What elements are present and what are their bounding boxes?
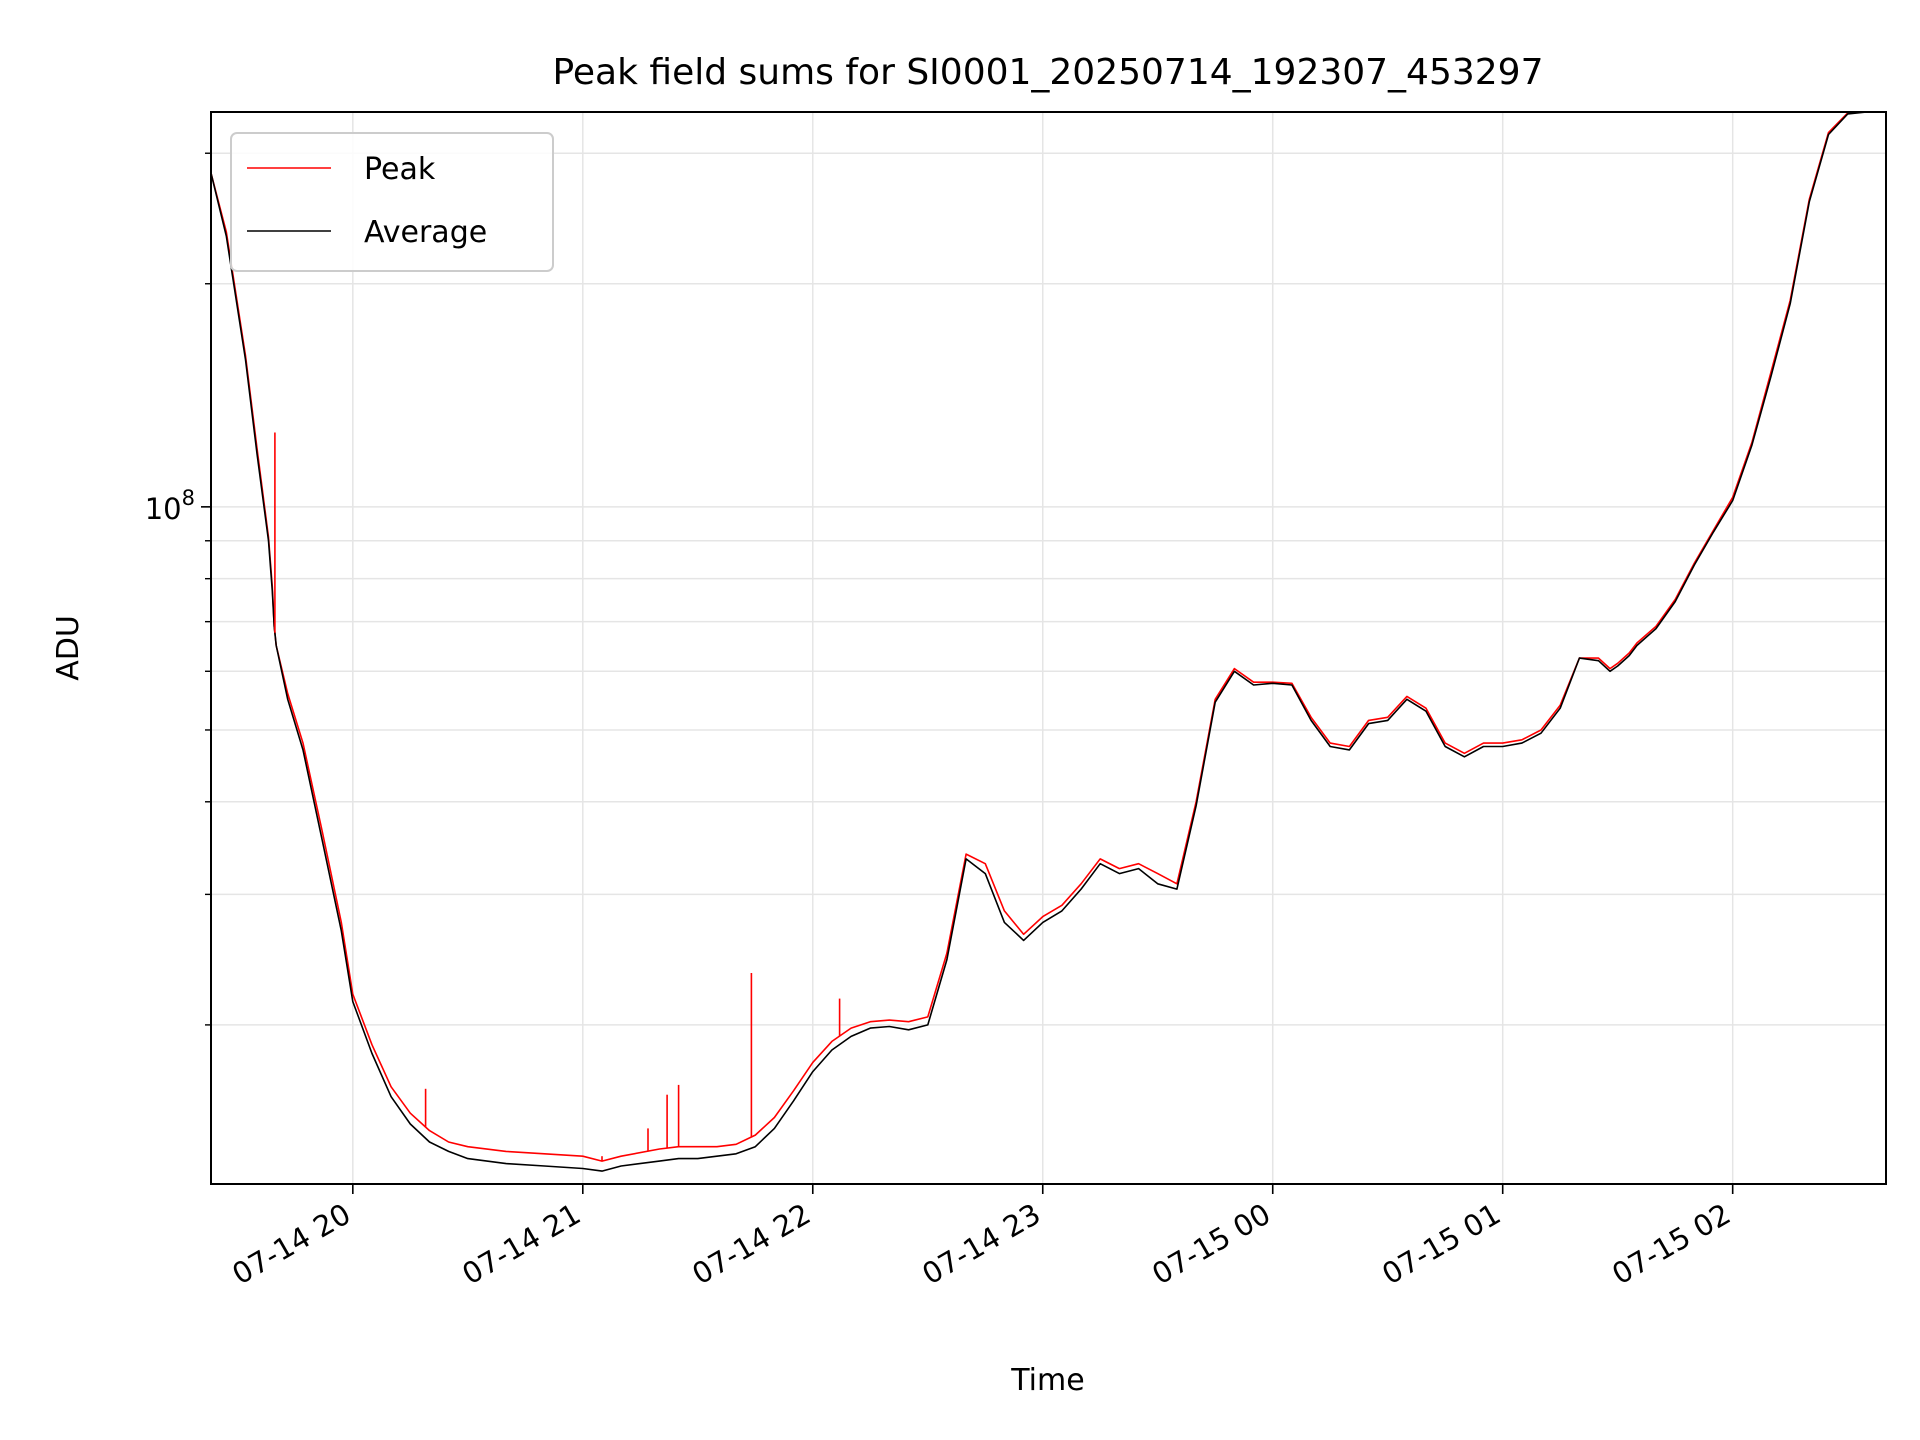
chart-title: Peak field sums for SI0001_20250714_1923… (552, 52, 1543, 93)
y-tick-label: 108 (145, 486, 195, 526)
grid (211, 112, 1886, 1184)
x-tick-label: 07-14 20 (226, 1197, 356, 1292)
y-axis-ticks: 108 (145, 152, 211, 1026)
series-line-peak (210, 111, 1886, 1162)
legend: Peak Average (230, 132, 554, 272)
x-tick-label: 07-14 23 (916, 1197, 1046, 1292)
x-tick-label: 07-14 22 (686, 1197, 816, 1292)
y-axis-label: ADU (51, 615, 86, 681)
peak-spikes (274, 432, 841, 1162)
x-axis-label: Time (1010, 1363, 1084, 1398)
y-tick-label-base: 10 (145, 492, 182, 526)
legend-label-average: Average (364, 215, 487, 250)
series-line-average (210, 111, 1886, 1172)
x-tick-label: 07-15 00 (1146, 1197, 1276, 1292)
y-tick-label-exponent: 8 (182, 486, 195, 510)
plot-frame (210, 111, 1887, 1185)
x-tick-label: 07-15 02 (1606, 1197, 1736, 1292)
x-axis-ticks: 07-14 20 07-14 21 07-14 22 07-14 23 07-15 00… (226, 1184, 1736, 1291)
series-layer (210, 111, 1886, 1172)
legend-label-peak: Peak (364, 152, 436, 187)
x-tick-label: 07-15 01 (1376, 1197, 1506, 1292)
x-tick-label: 07-14 21 (456, 1197, 586, 1292)
